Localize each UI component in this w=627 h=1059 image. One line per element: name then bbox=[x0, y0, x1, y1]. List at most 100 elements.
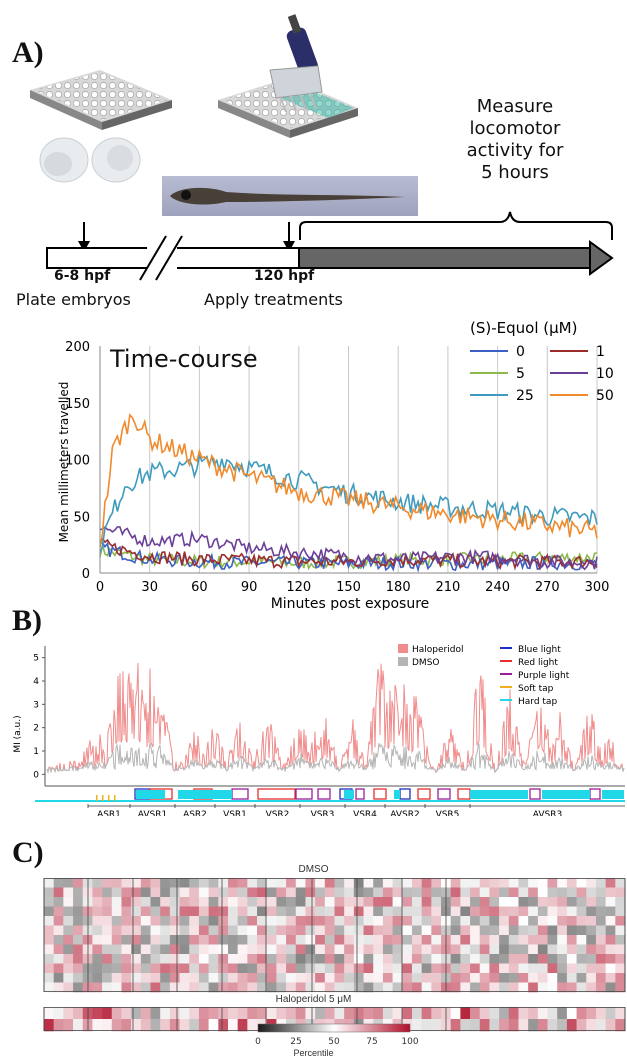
heatmap-cell bbox=[518, 944, 529, 955]
heatmap-cell bbox=[44, 1007, 54, 1020]
heatmap-cell bbox=[227, 982, 238, 993]
heatmap-cell bbox=[470, 982, 481, 993]
heatmap-cell bbox=[557, 925, 568, 936]
y-tick-label: 0 bbox=[82, 567, 90, 582]
heatmap-cell bbox=[189, 916, 200, 926]
heatmap-cell bbox=[518, 973, 529, 983]
heatmap-cell bbox=[402, 935, 413, 945]
heatmap-cell bbox=[557, 935, 568, 945]
heatmap-cell bbox=[334, 906, 345, 917]
hard-tap-block bbox=[178, 790, 232, 799]
heatmap-cell bbox=[605, 887, 616, 898]
heatmap-cell bbox=[150, 935, 161, 945]
heatmap-cell bbox=[63, 887, 74, 898]
heatmap-cell bbox=[169, 1019, 180, 1032]
heatmap-cell bbox=[363, 878, 374, 888]
heatmap-cell bbox=[324, 925, 335, 936]
hard-tap-block bbox=[344, 790, 354, 799]
heatmap-cell bbox=[53, 1019, 64, 1032]
heatmap-cell bbox=[605, 954, 616, 964]
panel-a-label: A) bbox=[12, 36, 44, 69]
heatmap-cell bbox=[247, 963, 258, 974]
heatmap-cell bbox=[411, 878, 422, 888]
heatmap-cell bbox=[576, 963, 587, 974]
heatmap-cell bbox=[392, 963, 403, 974]
heatmap-cell bbox=[189, 1019, 200, 1032]
heatmap-cell bbox=[605, 897, 616, 907]
heatmap-cell bbox=[353, 906, 364, 917]
heatmap-cell bbox=[421, 982, 432, 993]
heatmap-cell bbox=[189, 982, 200, 993]
heatmap-cell bbox=[160, 925, 171, 936]
heatmap-cell bbox=[499, 887, 510, 898]
heatmap-cell bbox=[121, 925, 132, 936]
heatmap-cell bbox=[305, 935, 316, 945]
heatmap-cell bbox=[198, 916, 209, 926]
heatmap-cell bbox=[479, 897, 490, 907]
heatmap-cell bbox=[131, 963, 142, 974]
heatmap-cell bbox=[518, 887, 529, 898]
heatmap-cell bbox=[557, 906, 568, 917]
heatmap-cell bbox=[227, 887, 238, 898]
heatmap-cell bbox=[537, 935, 548, 945]
heatmap-cell bbox=[131, 973, 142, 983]
heatmap-cell bbox=[537, 982, 548, 993]
heatmap-cell bbox=[615, 878, 626, 888]
heatmap-cell bbox=[499, 1019, 510, 1032]
heatmap-cell bbox=[160, 906, 171, 917]
heatmap-cell bbox=[431, 887, 442, 898]
heatmap-cell bbox=[266, 954, 277, 964]
heatmap-cell bbox=[547, 935, 558, 945]
haloperidol-trace bbox=[46, 662, 625, 774]
heatmap-cell bbox=[392, 897, 403, 907]
heatmap-cell bbox=[353, 935, 364, 945]
heatmap-cell bbox=[557, 1019, 568, 1032]
heatmap-cell bbox=[344, 887, 355, 898]
heatmap-cell bbox=[566, 982, 577, 993]
heatmap-cell bbox=[557, 897, 568, 907]
heatmap-cell bbox=[315, 963, 326, 974]
heatmap-cell bbox=[470, 963, 481, 974]
heatmap-cell bbox=[208, 944, 219, 955]
heatmap-cell bbox=[499, 973, 510, 983]
heatmap-cell bbox=[489, 925, 500, 936]
heatmap-cell bbox=[547, 897, 558, 907]
heatmap-cell bbox=[218, 925, 229, 936]
heatmap-cell bbox=[557, 887, 568, 898]
heatmap-cell bbox=[257, 887, 268, 898]
heatmap-cell bbox=[595, 916, 606, 926]
heatmap-cell bbox=[470, 954, 481, 964]
heatmap-cell bbox=[489, 1007, 500, 1020]
heatmap-cell bbox=[73, 963, 84, 974]
heatmap-cell bbox=[344, 925, 355, 936]
heatmap-cell bbox=[131, 1007, 142, 1020]
heatmap-cell bbox=[53, 887, 64, 898]
heatmap-cell bbox=[363, 935, 374, 945]
heatmap-cell bbox=[140, 944, 151, 955]
heatmap-cell bbox=[208, 916, 219, 926]
heatmap-cell bbox=[615, 1007, 626, 1020]
legend: 0 1 5 10 25 50 bbox=[470, 344, 614, 404]
heatmap-cell bbox=[53, 935, 64, 945]
heatmap-cell bbox=[605, 925, 616, 936]
heatmap-cell bbox=[131, 935, 142, 945]
heatmap-cell bbox=[73, 1007, 84, 1020]
dmso-trace bbox=[46, 742, 625, 774]
heatmap-cell bbox=[218, 906, 229, 917]
hard-tap-block bbox=[602, 790, 624, 799]
heatmap-cell bbox=[382, 906, 393, 917]
heatmap-cell bbox=[121, 982, 132, 993]
heatmap-cell bbox=[121, 1019, 132, 1032]
light-stimulus bbox=[457, 788, 471, 800]
heatmap-cell bbox=[92, 906, 103, 917]
heatmap-cell bbox=[315, 925, 326, 936]
heatmap-cell bbox=[111, 906, 122, 917]
heatmap-cell bbox=[179, 935, 190, 945]
heatmap-cell bbox=[266, 906, 277, 917]
heatmap-cell bbox=[169, 916, 180, 926]
heatmap-cell bbox=[286, 916, 297, 926]
heatmap-cell bbox=[537, 944, 548, 955]
heatmap-cell bbox=[566, 963, 577, 974]
heatmap-cell bbox=[247, 1007, 258, 1020]
heatmap-cell bbox=[508, 973, 519, 983]
